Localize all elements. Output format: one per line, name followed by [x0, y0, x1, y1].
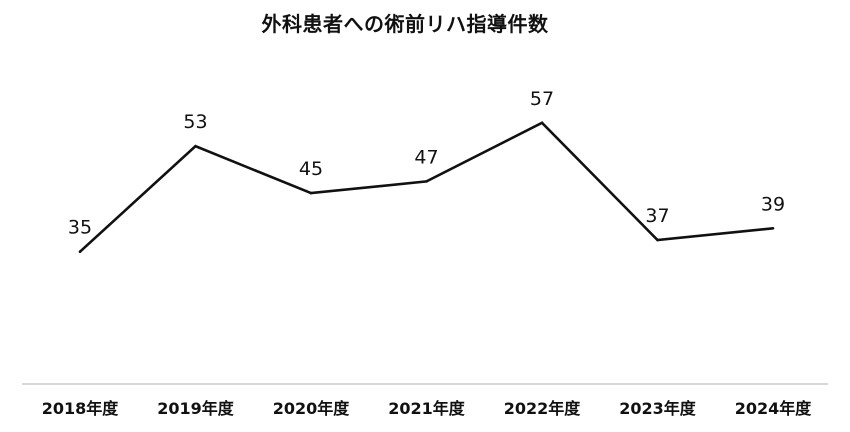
- data-point: [656, 238, 659, 242]
- data-point: [425, 180, 428, 183]
- data-label: 37: [645, 205, 669, 227]
- data-label: 45: [299, 158, 323, 180]
- x-tick-label: 2018年度: [42, 399, 120, 418]
- x-tick-label: 2022年度: [504, 399, 582, 418]
- data-label: 53: [183, 111, 207, 133]
- chart-title: 外科患者への術前リハ指導件数: [261, 12, 549, 36]
- data-point: [771, 226, 775, 230]
- data-point: [194, 144, 197, 148]
- x-tick-label: 2021年度: [388, 399, 466, 418]
- series-line: [79, 121, 774, 253]
- x-tick-label: 2024年度: [735, 399, 813, 418]
- data-point: [540, 121, 544, 125]
- data-point: [78, 250, 82, 253]
- x-tick-label: 2023年度: [619, 399, 697, 418]
- data-label: 35: [68, 217, 92, 239]
- data-label: 47: [414, 146, 438, 168]
- data-label: 57: [530, 88, 554, 110]
- data-label: 39: [761, 193, 785, 215]
- data-point: [309, 191, 313, 195]
- x-tick-label: 2019年度: [157, 399, 235, 418]
- x-tick-label: 2020年度: [273, 399, 351, 418]
